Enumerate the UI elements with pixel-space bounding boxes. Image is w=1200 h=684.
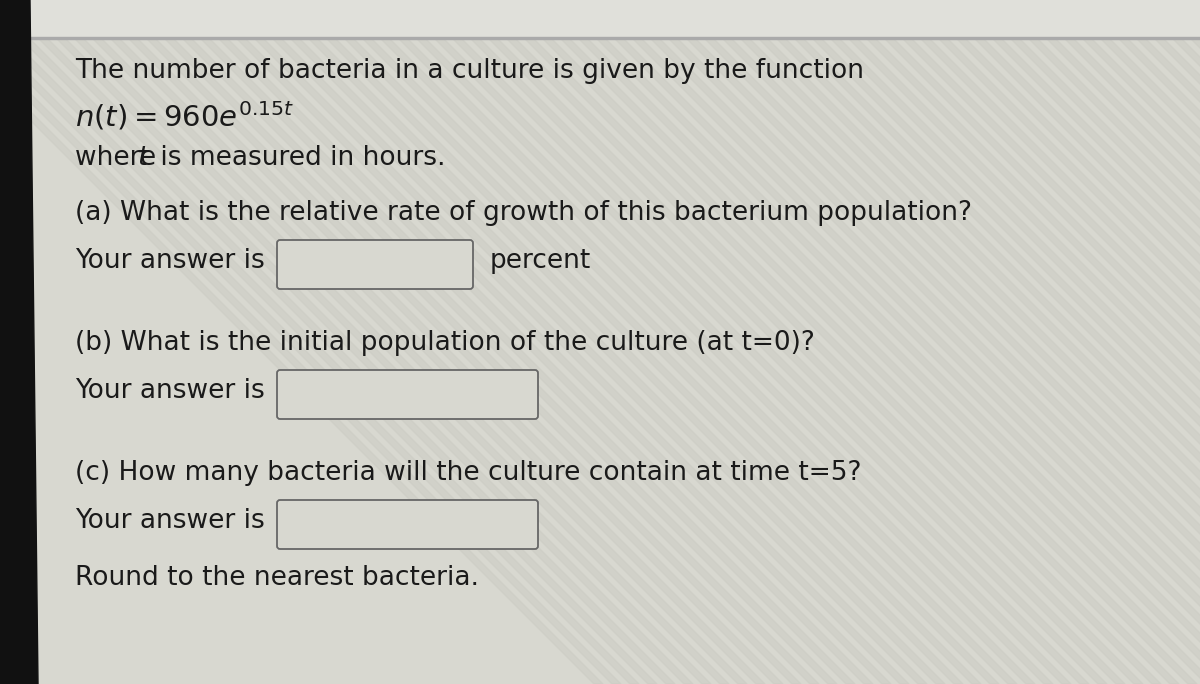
Polygon shape [0,0,640,684]
Text: t: t [137,145,148,171]
Polygon shape [144,0,838,684]
Polygon shape [342,0,1034,684]
Polygon shape [0,0,674,684]
Text: Your answer is: Your answer is [74,248,265,274]
Polygon shape [270,0,964,684]
Polygon shape [378,0,1072,684]
Polygon shape [810,0,1200,684]
Text: $n(t) = 960e^{0.15t}$: $n(t) = 960e^{0.15t}$ [74,100,294,133]
Bar [0,0,1200,37]
Polygon shape [594,0,1200,684]
Polygon shape [1026,0,1200,684]
Polygon shape [612,0,1200,684]
FancyBboxPatch shape [277,500,538,549]
Text: Your answer is: Your answer is [74,508,265,534]
Polygon shape [0,0,38,684]
Polygon shape [180,0,874,684]
Polygon shape [234,0,928,684]
Polygon shape [1152,0,1200,684]
Polygon shape [1044,0,1200,684]
Polygon shape [432,0,1126,684]
Polygon shape [792,0,1200,684]
Polygon shape [306,0,998,684]
Polygon shape [756,0,1200,684]
Polygon shape [738,0,1200,684]
Polygon shape [0,0,622,684]
Polygon shape [576,0,1200,684]
Polygon shape [1188,0,1200,684]
Polygon shape [324,0,1018,684]
Polygon shape [648,0,1200,684]
Text: percent: percent [490,248,592,274]
Polygon shape [198,0,890,684]
Polygon shape [846,0,1200,684]
Polygon shape [126,0,818,684]
Polygon shape [774,0,1200,684]
Polygon shape [252,0,946,684]
Text: Your answer is: Your answer is [74,378,265,404]
Polygon shape [108,0,802,684]
Text: The number of bacteria in a culture is given by the function: The number of bacteria in a culture is g… [74,58,864,84]
Polygon shape [504,0,1198,684]
Polygon shape [936,0,1200,684]
Bar [0,37,1200,39]
Polygon shape [216,0,910,684]
Text: (a) What is the relative rate of growth of this bacterium population?: (a) What is the relative rate of growth … [74,200,972,226]
Polygon shape [1062,0,1200,684]
Polygon shape [0,0,694,684]
Polygon shape [522,0,1200,684]
Polygon shape [1134,0,1200,684]
Polygon shape [540,0,1200,684]
Polygon shape [918,0,1200,684]
Polygon shape [954,0,1200,684]
Polygon shape [630,0,1200,684]
Polygon shape [1170,0,1200,684]
Polygon shape [900,0,1200,684]
FancyBboxPatch shape [277,370,538,419]
Polygon shape [0,0,658,684]
Polygon shape [1008,0,1200,684]
Text: where: where [74,145,164,171]
Text: (c) How many bacteria will the culture contain at time t=5?: (c) How many bacteria will the culture c… [74,460,862,486]
Polygon shape [882,0,1200,684]
Polygon shape [702,0,1200,684]
Text: (b) What is the initial population of the culture (at t=0)?: (b) What is the initial population of th… [74,330,815,356]
Polygon shape [486,0,1178,684]
Polygon shape [972,0,1200,684]
Polygon shape [666,0,1200,684]
Polygon shape [684,0,1200,684]
Polygon shape [990,0,1200,684]
Polygon shape [1116,0,1200,684]
Polygon shape [450,0,1142,684]
Polygon shape [162,0,854,684]
Polygon shape [828,0,1200,684]
FancyBboxPatch shape [277,240,473,289]
Polygon shape [864,0,1200,684]
Polygon shape [1080,0,1200,684]
Polygon shape [1098,0,1200,684]
Polygon shape [90,0,784,684]
Polygon shape [0,0,604,684]
Polygon shape [396,0,1090,684]
Polygon shape [54,0,746,684]
Polygon shape [468,0,1162,684]
Polygon shape [18,0,710,684]
Polygon shape [720,0,1200,684]
Polygon shape [36,0,730,684]
Polygon shape [558,0,1200,684]
Polygon shape [288,0,982,684]
Polygon shape [414,0,1108,684]
Polygon shape [72,0,766,684]
Text: Round to the nearest bacteria.: Round to the nearest bacteria. [74,565,479,591]
Text: is measured in hours.: is measured in hours. [152,145,445,171]
Polygon shape [360,0,1054,684]
